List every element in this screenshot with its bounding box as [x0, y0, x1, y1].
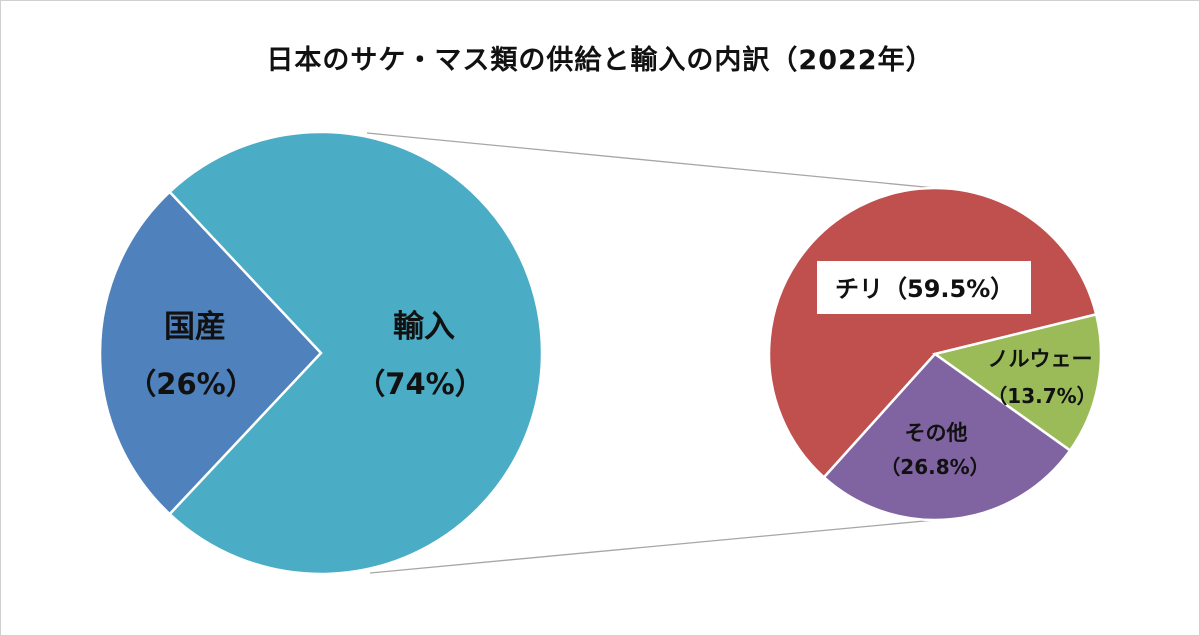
slice-label-chile: チリ（59.5%）	[835, 275, 1014, 303]
slice-label-norway: （13.7%）	[987, 384, 1096, 408]
connector-line-bottom	[369, 519, 936, 574]
pie-slice-import	[167, 130, 544, 576]
slice-name-norway: ノルウェー	[988, 347, 1093, 371]
pie-slice-domestic	[98, 190, 323, 516]
connector-line-top	[366, 132, 936, 189]
pie-slice-norway	[932, 312, 1103, 453]
connector-lines	[366, 132, 936, 574]
label-box-chile	[817, 261, 1031, 314]
slice-label-domestic: （26%）	[127, 367, 254, 401]
slice-name-other: その他	[905, 421, 968, 445]
pie-slice-other	[822, 352, 1072, 522]
pie-slice-chile	[767, 186, 1098, 480]
slice-label-other: （26.8%）	[880, 455, 989, 479]
chart-title: 日本のサケ・マス類の供給と輸入の内訳（2022年）	[266, 45, 934, 76]
slice-name-import: 輸入	[393, 309, 455, 345]
slice-name-domestic: 国産	[164, 309, 226, 345]
slice-label-import: （74%）	[356, 367, 483, 401]
